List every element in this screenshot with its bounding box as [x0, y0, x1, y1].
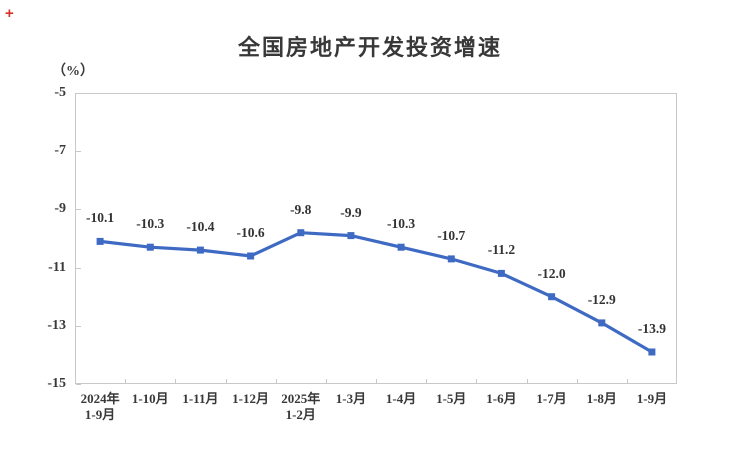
- data-point-label: -13.9: [637, 320, 666, 336]
- data-point-label: -10.4: [186, 219, 215, 235]
- x-tick-mark: [626, 379, 628, 383]
- red-plus-icon: +: [5, 5, 14, 22]
- x-category-label: 1-12月: [218, 391, 284, 407]
- x-category-label: 1-10月: [117, 391, 183, 407]
- data-point-marker: [196, 246, 204, 254]
- y-tick-label: -7: [54, 143, 66, 159]
- x-category-label: 1-11月: [167, 391, 233, 407]
- x-tick-mark: [426, 379, 428, 383]
- y-tick-mark: [76, 384, 81, 385]
- data-point-label: -10.1: [86, 210, 115, 226]
- x-category-label-line: 1-2月: [285, 407, 316, 422]
- y-axis-unit-label: （%）: [52, 64, 94, 79]
- line-series-svg: [96, 229, 656, 356]
- x-tick-mark: [325, 379, 327, 383]
- data-point-marker: [397, 243, 405, 251]
- data-point-label: -10.7: [437, 227, 466, 243]
- y-tick-label: -13: [47, 317, 66, 333]
- data-point-label: -12.9: [587, 291, 616, 307]
- y-tick-label: -9: [54, 201, 66, 217]
- data-point-marker: [347, 232, 355, 240]
- data-point-marker: [96, 237, 104, 245]
- x-category-label: 2024年 1-9月: [67, 391, 133, 423]
- x-category-label: 2025年 1-2月: [268, 391, 334, 423]
- x-category-label: 1-4月: [368, 391, 434, 407]
- data-point-marker: [447, 255, 455, 263]
- x-category-label-line: 1-9月: [84, 407, 116, 422]
- x-tick-mark: [125, 379, 127, 383]
- x-category-label: 1-8月: [569, 391, 635, 407]
- y-tick-mark: [76, 151, 81, 153]
- x-category-label-line: 2025年: [281, 391, 321, 406]
- data-point-marker: [648, 348, 656, 356]
- x-tick-mark: [476, 379, 478, 383]
- x-category-label-line: 1-8月: [586, 391, 617, 406]
- y-tick-mark: [76, 325, 81, 327]
- data-point-label: -11.2: [487, 242, 516, 258]
- data-point-label: -10.6: [236, 224, 265, 240]
- data-point-label: -9.8: [290, 201, 312, 217]
- x-tick-mark: [526, 379, 528, 383]
- y-tick-label: -11: [48, 259, 66, 275]
- y-tick-label: -5: [54, 85, 66, 100]
- x-tick-mark: [275, 379, 277, 383]
- x-category-label: 1-7月: [519, 391, 585, 407]
- chart-title: 全国房地产开发投资增速: [237, 35, 502, 60]
- x-tick-mark: [225, 379, 227, 383]
- data-point-label: -12.0: [537, 265, 566, 281]
- x-tick-mark: [576, 379, 578, 383]
- y-tick-mark: [76, 267, 81, 269]
- data-point-marker: [548, 293, 556, 301]
- data-point-marker: [146, 243, 154, 251]
- x-category-label: 1-9月: [619, 391, 685, 407]
- x-category-label-line: 1-7月: [536, 391, 567, 406]
- x-tick-mark: [376, 379, 377, 383]
- x-tick-mark: [175, 379, 177, 383]
- x-category-label: 1-3月: [318, 391, 384, 407]
- y-tick-mark: [76, 209, 81, 211]
- x-category-label-line: 1-9月: [636, 391, 668, 406]
- x-category-label-line: 1-3月: [335, 391, 367, 406]
- data-point-label: -9.9: [340, 204, 362, 220]
- data-point-label: -10.3: [136, 216, 165, 232]
- data-point-marker: [598, 319, 606, 327]
- plot-area: [75, 93, 677, 384]
- y-tick-label: -15: [47, 376, 66, 391]
- x-category-label-line: 1-11月: [182, 391, 219, 406]
- data-point-marker: [247, 252, 255, 260]
- x-category-label: 1-5月: [418, 391, 484, 407]
- data-point-marker: [497, 269, 505, 277]
- x-category-label-line: 1-5月: [436, 391, 467, 406]
- data-point-marker: [297, 229, 305, 237]
- x-category-label-line: 1-10月: [131, 391, 169, 406]
- line-series: [98, 231, 654, 354]
- x-category-label-line: 1-6月: [486, 391, 517, 406]
- x-category-label-line: 2024年: [80, 391, 120, 406]
- x-category-label-line: 1-4月: [385, 391, 417, 406]
- x-category-label: 1-6月: [468, 391, 534, 407]
- x-category-label-line: 1-12月: [232, 391, 269, 406]
- data-point-label: -10.3: [387, 216, 416, 232]
- y-tick-mark: [76, 93, 81, 94]
